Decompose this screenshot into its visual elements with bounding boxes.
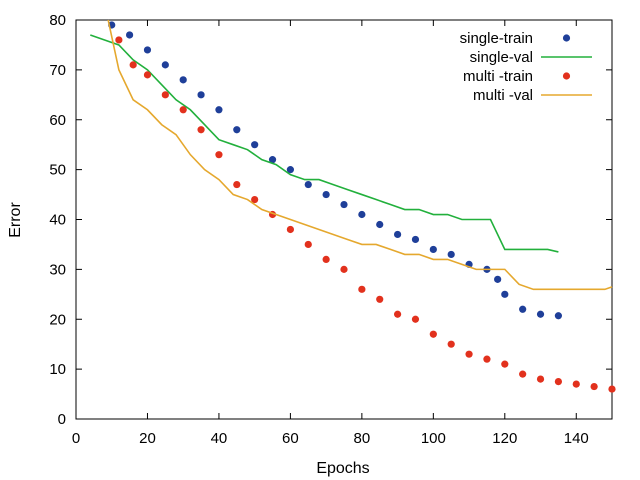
data-point [376, 295, 384, 303]
data-point [215, 106, 223, 114]
legend-item: single-val [470, 49, 592, 66]
data-point [429, 245, 437, 254]
data-point [554, 377, 563, 386]
data-point [251, 141, 259, 149]
data-point [501, 360, 509, 368]
y-tick-label: 0 [58, 411, 66, 428]
data-point [143, 46, 152, 54]
data-point [608, 385, 616, 393]
legend-label: multi -train [463, 68, 533, 85]
series-line [90, 34, 559, 253]
data-point [394, 230, 402, 239]
y-tick-label: 50 [49, 162, 66, 179]
data-point [197, 126, 205, 134]
series-multi-val [107, 19, 613, 291]
x-tick-label: 40 [211, 430, 228, 447]
data-point [251, 195, 259, 204]
series-single-val [90, 34, 559, 253]
data-point [501, 290, 509, 298]
data-point [179, 76, 187, 84]
data-point [519, 370, 527, 378]
legend: single-train single-val multi -train multi … [460, 30, 592, 104]
data-point [233, 126, 241, 134]
data-point [483, 355, 491, 363]
data-point [268, 156, 277, 164]
legend-label: multi -val [473, 87, 533, 104]
data-point [554, 312, 563, 320]
data-point [129, 61, 137, 69]
y-tick-label: 40 [49, 212, 66, 229]
ticks-layer: 0 20 40 60 80 100 120 140 0 10 20 30 40 50 60 70 80 [49, 12, 612, 447]
data-point [161, 91, 169, 99]
y-tick-label: 70 [49, 62, 66, 79]
data-point [465, 350, 473, 358]
data-point [447, 250, 455, 259]
data-point [572, 380, 580, 388]
legend-swatch [562, 34, 571, 42]
data-point [286, 166, 294, 174]
y-tick-label: 30 [49, 261, 66, 278]
legend-item: single-train [460, 30, 571, 47]
data-point [215, 151, 223, 159]
series-line [107, 19, 613, 291]
data-point [411, 235, 420, 244]
data-point [590, 382, 598, 391]
y-tick-label: 80 [49, 12, 66, 29]
data-point [447, 340, 455, 348]
data-point [358, 210, 366, 219]
x-tick-label: 140 [564, 430, 589, 447]
x-tick-label: 60 [282, 430, 299, 447]
x-tick-label: 20 [139, 430, 156, 447]
series-layer [90, 19, 616, 393]
data-point [161, 61, 169, 69]
data-point [304, 180, 312, 189]
data-point [429, 330, 437, 338]
data-point [322, 255, 330, 263]
data-point [322, 190, 330, 199]
data-point [536, 375, 545, 383]
data-point [143, 71, 152, 79]
data-point [304, 240, 312, 249]
data-point [376, 220, 384, 229]
data-point [394, 310, 402, 318]
legend-label: single-val [470, 49, 533, 66]
legend-item: multi -val [473, 87, 592, 104]
data-point [126, 31, 134, 39]
data-point [519, 305, 527, 313]
data-point [411, 315, 420, 323]
x-tick-label: 120 [492, 430, 517, 447]
x-tick-label: 80 [354, 430, 371, 447]
data-point [358, 285, 366, 293]
legend-swatch [562, 72, 571, 80]
data-point [536, 310, 545, 318]
y-tick-label: 10 [49, 361, 66, 378]
data-point [233, 180, 241, 189]
y-tick-label: 60 [49, 112, 66, 129]
series-single-train [108, 21, 563, 320]
x-tick-label: 0 [72, 430, 80, 447]
series-multi-train [115, 36, 616, 393]
x-axis-label: Epochs [316, 460, 369, 477]
data-point [115, 36, 123, 44]
data-point [179, 106, 187, 114]
data-point [494, 275, 502, 283]
y-axis-label: Error [7, 202, 24, 238]
legend-label: single-train [460, 30, 533, 47]
data-point [197, 91, 205, 99]
y-tick-label: 20 [49, 311, 66, 328]
data-point [286, 225, 294, 234]
x-tick-label: 100 [421, 430, 446, 447]
data-point [340, 265, 348, 273]
data-point [340, 200, 348, 209]
legend-item: multi -train [463, 68, 571, 85]
